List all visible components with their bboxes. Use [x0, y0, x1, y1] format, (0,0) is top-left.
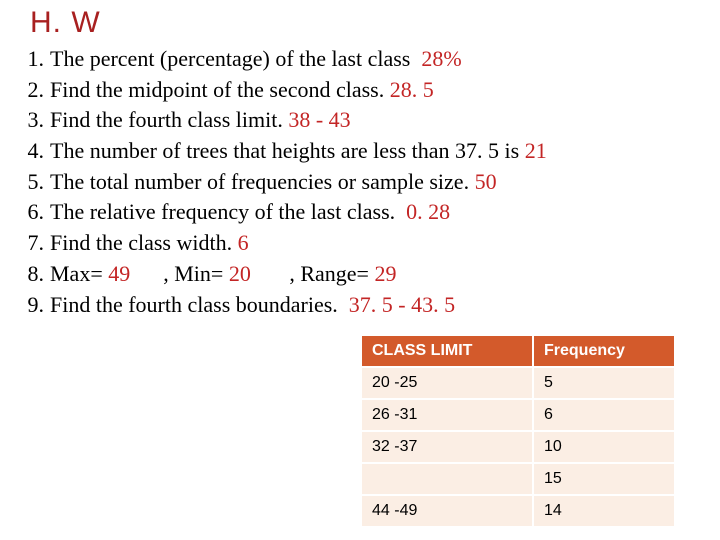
- list-number: 4.: [18, 136, 50, 166]
- question-text: , Range=: [251, 261, 375, 286]
- frequency-table: CLASS LIMITFrequency20 -25526 -31632 -37…: [360, 334, 676, 528]
- list-item: 7.Find the class width. 6: [18, 228, 547, 258]
- question-text: , Min=: [130, 261, 229, 286]
- question-text: The percent (percentage) of the last cla…: [50, 46, 421, 71]
- table-row: 26 -316: [361, 399, 675, 431]
- answer-value: 0. 28: [406, 199, 450, 224]
- answer-value: 50: [475, 169, 497, 194]
- list-item: 6.The relative frequency of the last cla…: [18, 197, 547, 227]
- list-number: 1.: [18, 44, 50, 74]
- question-text: The total number of frequencies or sampl…: [50, 169, 475, 194]
- list-number: 2.: [18, 75, 50, 105]
- table-row: 15: [361, 463, 675, 495]
- list-number: 5.: [18, 167, 50, 197]
- table-cell: 32 -37: [361, 431, 533, 463]
- answer-value: 28%: [421, 46, 461, 71]
- question-text: Find the fourth class boundaries.: [50, 292, 349, 317]
- list-item: 9.Find the fourth class boundaries. 37. …: [18, 290, 547, 320]
- answer-value: 29: [374, 261, 396, 286]
- table-cell: 15: [533, 463, 675, 495]
- answer-value: 38 - 43: [288, 107, 350, 132]
- table-row: 32 -3710: [361, 431, 675, 463]
- answer-value: 28. 5: [390, 77, 434, 102]
- question-text: Find the midpoint of the second class.: [50, 77, 390, 102]
- table-cell: 5: [533, 367, 675, 399]
- list-text: The total number of frequencies or sampl…: [50, 167, 497, 197]
- question-text: Find the fourth class limit.: [50, 107, 288, 132]
- list-item: 2.Find the midpoint of the second class.…: [18, 75, 547, 105]
- table-header-cell: CLASS LIMIT: [361, 335, 533, 367]
- question-text: Find the class width.: [50, 230, 238, 255]
- list-item: 4.The number of trees that heights are l…: [18, 136, 547, 166]
- list-number: 9.: [18, 290, 50, 320]
- table-row: 44 -4914: [361, 495, 675, 527]
- list-item: 3.Find the fourth class limit. 38 - 43: [18, 105, 547, 135]
- list-text: The percent (percentage) of the last cla…: [50, 44, 462, 74]
- answer-value: 20: [229, 261, 251, 286]
- list-text: Find the midpoint of the second class. 2…: [50, 75, 434, 105]
- list-text: Find the fourth class boundaries. 37. 5 …: [50, 290, 455, 320]
- table-cell: 10: [533, 431, 675, 463]
- list-item: 1.The percent (percentage) of the last c…: [18, 44, 547, 74]
- table-row: 20 -255: [361, 367, 675, 399]
- list-item: 8.Max= 49 , Min= 20 , Range= 29: [18, 259, 547, 289]
- table-cell: 44 -49: [361, 495, 533, 527]
- table-cell: 14: [533, 495, 675, 527]
- table-cell: 20 -25: [361, 367, 533, 399]
- list-number: 6.: [18, 197, 50, 227]
- table-cell: 6: [533, 399, 675, 431]
- answer-value: 37. 5 - 43. 5: [349, 292, 455, 317]
- list-text: The relative frequency of the last class…: [50, 197, 450, 227]
- table-cell: 26 -31: [361, 399, 533, 431]
- list-text: Find the fourth class limit. 38 - 43: [50, 105, 351, 135]
- table-header-cell: Frequency: [533, 335, 675, 367]
- list-number: 8.: [18, 259, 50, 289]
- list-text: Max= 49 , Min= 20 , Range= 29: [50, 259, 396, 289]
- question-text: The relative frequency of the last class…: [50, 199, 406, 224]
- page-title: H. W: [30, 6, 101, 40]
- table-cell: [361, 463, 533, 495]
- list-number: 3.: [18, 105, 50, 135]
- answer-value: 21: [525, 138, 547, 163]
- list-item: 5.The total number of frequencies or sam…: [18, 167, 547, 197]
- question-text: Max=: [50, 261, 108, 286]
- question-text: The number of trees that heights are les…: [50, 138, 525, 163]
- answer-value: 49: [108, 261, 130, 286]
- list-text: The number of trees that heights are les…: [50, 136, 547, 166]
- list-number: 7.: [18, 228, 50, 258]
- answer-value: 6: [238, 230, 249, 255]
- list-text: Find the class width. 6: [50, 228, 249, 258]
- question-list: 1.The percent (percentage) of the last c…: [18, 44, 547, 320]
- table-header-row: CLASS LIMITFrequency: [361, 335, 675, 367]
